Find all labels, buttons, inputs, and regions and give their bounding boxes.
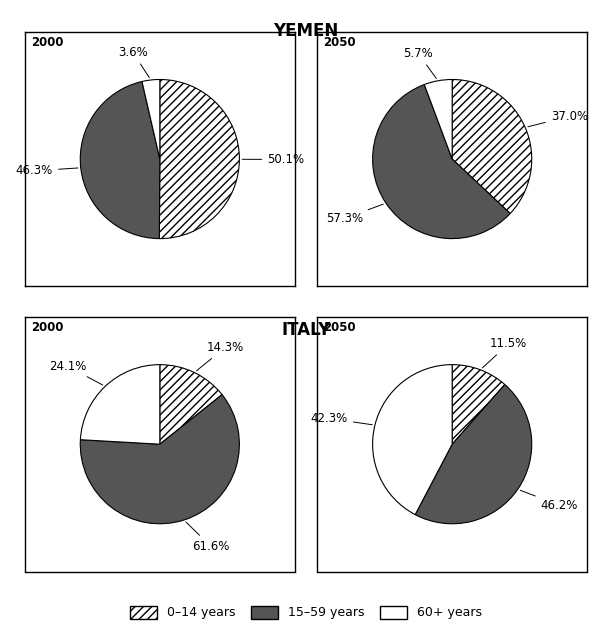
Wedge shape xyxy=(452,364,505,444)
Text: YEMEN: YEMEN xyxy=(274,22,338,40)
Wedge shape xyxy=(160,364,222,444)
Text: 2050: 2050 xyxy=(323,36,356,49)
Text: 11.5%: 11.5% xyxy=(482,337,528,368)
Wedge shape xyxy=(159,79,239,239)
Text: 24.1%: 24.1% xyxy=(49,359,103,385)
Wedge shape xyxy=(142,79,160,159)
Text: 5.7%: 5.7% xyxy=(403,47,436,79)
Text: 46.2%: 46.2% xyxy=(520,490,578,512)
Text: ITALY: ITALY xyxy=(282,321,330,338)
Text: 14.3%: 14.3% xyxy=(196,341,244,371)
Text: 2000: 2000 xyxy=(31,321,64,334)
Text: 2050: 2050 xyxy=(323,321,356,334)
Text: 37.0%: 37.0% xyxy=(528,110,588,127)
Wedge shape xyxy=(424,79,452,159)
Wedge shape xyxy=(415,385,532,524)
Text: 42.3%: 42.3% xyxy=(311,412,372,425)
Text: 50.1%: 50.1% xyxy=(242,153,304,166)
Wedge shape xyxy=(80,364,160,444)
Text: 3.6%: 3.6% xyxy=(118,46,149,77)
Text: 57.3%: 57.3% xyxy=(326,204,383,225)
Wedge shape xyxy=(452,79,532,213)
Text: 2000: 2000 xyxy=(31,36,64,49)
Wedge shape xyxy=(80,394,239,524)
Legend: 0–14 years, 15–59 years, 60+ years: 0–14 years, 15–59 years, 60+ years xyxy=(124,599,488,625)
Text: 61.6%: 61.6% xyxy=(186,522,230,553)
Wedge shape xyxy=(373,84,510,239)
Wedge shape xyxy=(373,364,452,514)
Wedge shape xyxy=(80,81,160,239)
Text: 46.3%: 46.3% xyxy=(16,164,78,177)
